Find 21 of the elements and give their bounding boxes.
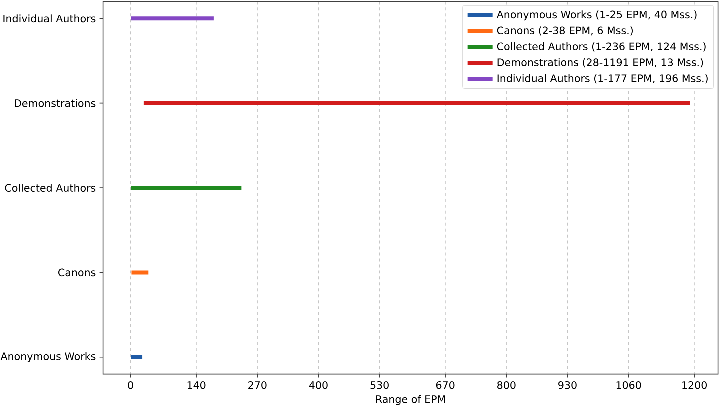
x-tick-label: 270 — [248, 381, 267, 390]
y-tick-label: Collected Authors — [5, 184, 96, 192]
x-tick-label: 0 — [128, 381, 134, 390]
y-tick-label: Individual Authors — [4, 14, 96, 23]
legend-label: Canons (2-38 EPM, 6 Mss.) — [497, 26, 633, 36]
y-tick-label: Canons — [58, 268, 96, 277]
x-tick-label: 1060 — [616, 381, 642, 390]
x-tick-label: 930 — [558, 381, 577, 390]
x-tick-label: 670 — [436, 381, 455, 390]
x-tick-label: 530 — [370, 381, 389, 390]
legend-label: Individual Authors (1-177 EPM, 196 Mss.) — [498, 74, 708, 84]
y-tick-label: Anonymous Works — [0, 352, 96, 362]
legend-label: Demonstrations (28-1191 EPM, 13 Mss.) — [498, 58, 704, 68]
legend-label: Anonymous Works (1-25 EPM, 40 Mss.) — [496, 10, 697, 21]
x-tick-label: 1200 — [682, 381, 707, 390]
y-tick-label: Demonstrations — [15, 99, 96, 108]
x-tick-label: 400 — [309, 381, 328, 390]
x-axis-title: Range of EPM — [376, 395, 446, 406]
x-tick-label: 800 — [498, 381, 516, 390]
x-tick-label: 140 — [188, 381, 206, 390]
legend-label: Collected Authors (1-236 EPM, 124 Mss.) — [497, 42, 706, 52]
